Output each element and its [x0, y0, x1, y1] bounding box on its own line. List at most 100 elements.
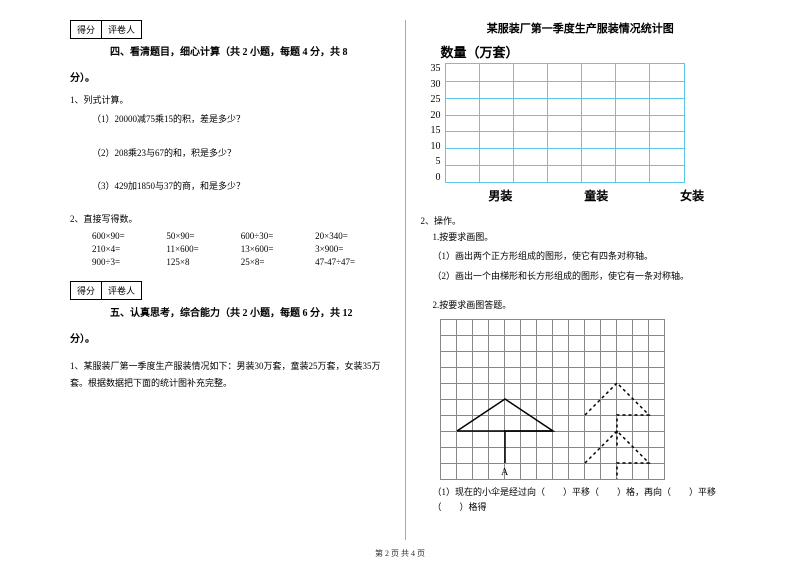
grid-cell	[616, 415, 633, 432]
grid-cell	[520, 383, 537, 400]
grid-cell	[632, 415, 649, 432]
grid-cell	[504, 447, 521, 464]
grid-cell	[472, 319, 489, 336]
grid-cell	[616, 383, 633, 400]
grid-cell	[520, 335, 537, 352]
chart-title: 某服装厂第一季度生产服装情况统计图	[421, 20, 741, 36]
grid-cell	[600, 319, 617, 336]
grid-cell	[504, 399, 521, 416]
grid-cell	[616, 319, 633, 336]
grid-cell	[552, 399, 569, 416]
grid-cell	[648, 319, 665, 336]
grid-cell	[552, 463, 569, 480]
grid-cell	[600, 351, 617, 368]
q5-1: 1、某服装厂第一季度生产服装情况如下：男装30万套，童装25万套，女装35万套。…	[70, 358, 390, 390]
grid-cell	[504, 463, 521, 480]
ytick: 10	[431, 141, 441, 152]
chart-grid	[445, 63, 685, 183]
grid-cell	[584, 383, 601, 400]
grid-cell	[568, 367, 585, 384]
grid-cell	[440, 431, 457, 448]
grid-cell	[456, 399, 473, 416]
grid-cell	[632, 399, 649, 416]
grid-cell	[600, 415, 617, 432]
grid-cell	[456, 319, 473, 336]
grid-cell	[568, 383, 585, 400]
calc: 13×600=	[241, 244, 315, 254]
grid-cell	[584, 335, 601, 352]
grid-cell	[504, 415, 521, 432]
grid-cell	[488, 463, 505, 480]
q2-head: 2、直接写得数。	[70, 212, 390, 227]
ytick: 35	[431, 63, 441, 74]
calc: 125×8	[166, 257, 240, 267]
xlabel: 男装	[453, 187, 549, 204]
grid-cell	[440, 319, 457, 336]
grid-cell	[552, 351, 569, 368]
grid-cell	[456, 351, 473, 368]
grid-cell	[520, 319, 537, 336]
grid-cell	[504, 367, 521, 384]
grid-cell	[648, 351, 665, 368]
grid-cell	[632, 367, 649, 384]
grid-cell	[488, 351, 505, 368]
page-footer: 第 2 页 共 4 页	[0, 548, 800, 559]
calc: 600×90=	[92, 231, 166, 241]
grid-cell	[568, 415, 585, 432]
grid-cell	[632, 383, 649, 400]
grid-cell	[504, 431, 521, 448]
grid-cell	[472, 431, 489, 448]
grid-cell	[536, 431, 553, 448]
q1-sub2: （2）208乘23与67的和，积是多少？	[70, 146, 390, 161]
calc: 25×8=	[241, 257, 315, 267]
grid-cell	[536, 383, 553, 400]
grid-cell	[568, 463, 585, 480]
grid-cell	[584, 399, 601, 416]
section-5-title-cont: 分）。	[70, 334, 95, 345]
calc: 20×340=	[315, 231, 389, 241]
section-5-title-line: 五、认真思考，综合能力（共 2 小题，每题 6 分，共 12	[70, 306, 390, 322]
grid-cell	[632, 463, 649, 480]
grid-cell	[504, 319, 521, 336]
grid-cell	[600, 383, 617, 400]
grid-cell	[568, 447, 585, 464]
score-label: 得分	[71, 282, 102, 299]
calc: 900÷3=	[92, 257, 166, 267]
section-5-title: 五、认真思考，综合能力（共 2 小题，每题 6 分，共 12	[110, 308, 353, 319]
ops-sub1a: （1）画出两个正方形组成的图形，使它有四条对称轴。	[421, 249, 741, 264]
grid-cell	[536, 351, 553, 368]
q1-sub1: （1）20000减75乘15的积，差是多少？	[70, 112, 390, 127]
x-axis-labels: 男装 童装 女装	[453, 187, 741, 204]
grid-cell	[456, 367, 473, 384]
ytick: 5	[436, 156, 441, 167]
grid-cell	[520, 431, 537, 448]
calc: 3×900=	[315, 244, 389, 254]
grid-cell	[472, 335, 489, 352]
grid-cell	[584, 447, 601, 464]
bar-chart: 35 30 25 20 15 10 5 0	[431, 63, 741, 204]
grid-cell	[616, 351, 633, 368]
grid-cell	[520, 399, 537, 416]
grid-cell	[504, 351, 521, 368]
grid-cell	[488, 383, 505, 400]
grid-cell	[616, 431, 633, 448]
grid-cell	[568, 351, 585, 368]
score-label: 得分	[71, 21, 102, 38]
section-4-title-cont: 分）。	[70, 73, 95, 84]
ops-sub1b: （2）画出一个由梯形和长方形组成的图形，使它有一条对称轴。	[421, 269, 741, 284]
grid-cell	[648, 447, 665, 464]
grid-cell	[616, 399, 633, 416]
grid-cell	[568, 431, 585, 448]
grid-cell	[472, 383, 489, 400]
grid-cell	[552, 431, 569, 448]
ytick: 20	[431, 110, 441, 121]
score-box-2: 得分 评卷人	[70, 281, 142, 300]
grid-cell	[648, 415, 665, 432]
grid-cell	[520, 367, 537, 384]
grid-cell	[440, 463, 457, 480]
grid-cell	[488, 447, 505, 464]
grid-cell	[648, 335, 665, 352]
grid-cell	[520, 463, 537, 480]
grid-cell	[600, 431, 617, 448]
chart-ylabel: 数量（万套）	[441, 42, 741, 61]
